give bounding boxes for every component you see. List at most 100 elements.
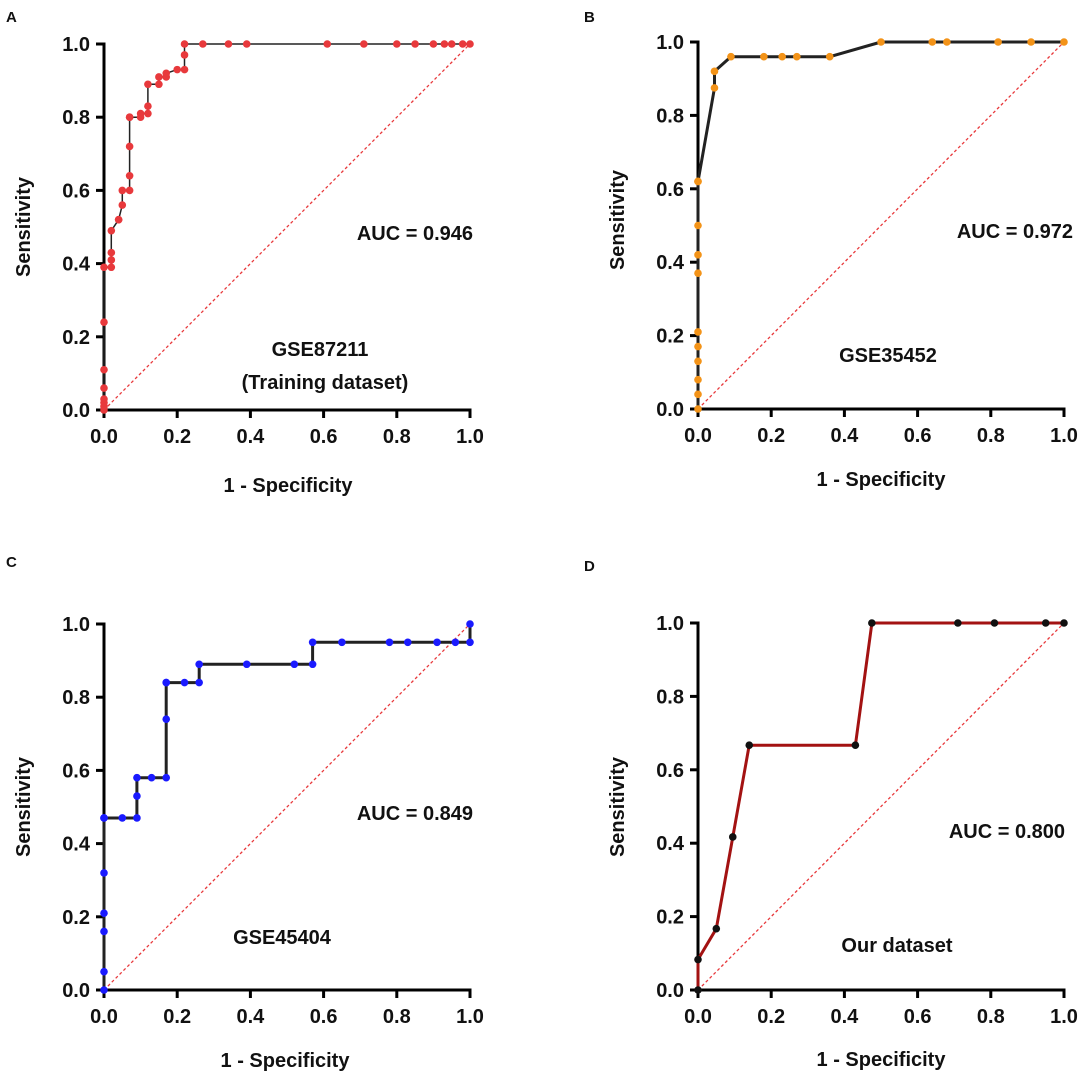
roc-point [694, 405, 702, 413]
y-tick-label: 0.6 [62, 180, 90, 202]
roc-point [694, 357, 702, 366]
roc-point [466, 40, 474, 48]
roc-point [100, 927, 108, 936]
y-tick-label: 0.4 [62, 834, 91, 856]
roc-point [118, 814, 127, 822]
roc-point [778, 52, 786, 61]
roc-point [100, 967, 108, 976]
y-tick-label: 0.2 [62, 327, 90, 349]
roc-point [760, 52, 768, 61]
roc-panel-d: D 0.0 0.2 0.4 0.6 0.8 1.0 0.0 0.2 0.4 0.6 0.8 1.0 1 -… [584, 558, 1078, 1071]
y-axis-title: Sensitivity [607, 169, 629, 270]
auc-label: AUC = 0.946 [357, 223, 473, 245]
auc-label: AUC = 0.800 [949, 821, 1065, 843]
roc-point [466, 620, 474, 628]
roc-point [100, 384, 108, 392]
y-axis-title: Sensitivity [13, 756, 35, 857]
roc-point [433, 638, 441, 647]
roc-point [224, 40, 233, 48]
y-tick-label: 0.0 [656, 980, 684, 1002]
roc-point [100, 814, 108, 822]
roc-point [144, 80, 152, 89]
y-tick-label: 0.6 [62, 760, 90, 782]
roc-point [162, 69, 171, 78]
roc-point [155, 73, 163, 81]
x-axis-title: 1 - Specificity [817, 469, 947, 491]
roc-point [440, 40, 449, 48]
y-tick-label: 0.4 [656, 252, 685, 274]
panel-letter: B [584, 9, 595, 26]
x-tick-label: 0.8 [383, 426, 411, 448]
roc-point [100, 986, 108, 994]
roc-point [451, 638, 460, 647]
y-tick-label: 1.0 [656, 32, 684, 54]
roc-point [100, 263, 108, 272]
x-tick-label: 0.2 [163, 426, 191, 448]
x-tick-label: 0.8 [977, 425, 1005, 447]
roc-point [710, 84, 719, 92]
x-tick-label: 1.0 [456, 426, 484, 448]
y-tick-label: 0.0 [656, 399, 684, 421]
roc-point [242, 40, 251, 48]
roc-point [928, 38, 937, 46]
roc-point [458, 40, 467, 48]
y-tick-label: 1.0 [62, 614, 90, 636]
roc-point [125, 171, 134, 180]
roc-point [1060, 619, 1068, 627]
roc-point [825, 52, 834, 61]
y-axis-title: Sensitivity [13, 176, 35, 277]
roc-panel-b: B 0.0 0.2 0.4 0.6 0.8 1.0 0.0 0.2 0.4 0.6 0.8 1.0 1 -… [584, 9, 1078, 491]
x-tick-label: 0.0 [684, 1006, 712, 1028]
x-tick-label: 0.0 [90, 1006, 118, 1028]
roc-point [994, 38, 1002, 46]
roc-point [125, 186, 134, 195]
roc-point [694, 269, 702, 278]
roc-point [125, 113, 134, 121]
dataset-label: Our dataset [841, 935, 952, 957]
roc-point [100, 318, 108, 326]
roc-point [694, 390, 702, 399]
dataset-label: GSE35452 [839, 345, 937, 367]
roc-point [694, 342, 702, 351]
x-axis-title: 1 - Specificity [221, 1050, 351, 1072]
y-tick-label: 0.8 [656, 686, 684, 708]
roc-point [694, 221, 702, 230]
x-tick-label: 0.4 [830, 1006, 859, 1028]
x-tick-label: 1.0 [1050, 425, 1078, 447]
x-tick-label: 0.2 [757, 1006, 785, 1028]
roc-point [403, 638, 412, 647]
roc-point [180, 65, 189, 74]
roc-point [162, 773, 171, 782]
y-tick-label: 0.8 [62, 687, 90, 709]
roc-point [447, 40, 456, 48]
dataset-label: (Training dataset) [242, 372, 409, 394]
reference-diagonal [103, 43, 471, 411]
roc-point [323, 40, 332, 48]
roc-point [710, 67, 719, 76]
x-tick-label: 0.4 [236, 426, 265, 448]
roc-point [107, 248, 116, 257]
roc-point [180, 51, 189, 59]
reference-diagonal [697, 622, 1065, 991]
roc-point [694, 328, 702, 336]
y-tick-label: 0.6 [656, 760, 684, 782]
roc-point [107, 256, 116, 264]
roc-point [133, 773, 141, 782]
y-tick-label: 0.8 [656, 105, 684, 127]
y-axis-title: Sensitivity [607, 756, 629, 857]
roc-point [125, 142, 134, 151]
roc-point [162, 715, 171, 723]
roc-point [868, 619, 876, 627]
auc-label: AUC = 0.849 [357, 803, 473, 825]
roc-point [745, 741, 754, 750]
auc-label: AUC = 0.972 [957, 221, 1073, 243]
roc-point [155, 80, 163, 89]
roc-point [990, 619, 999, 627]
y-tick-label: 1.0 [656, 613, 684, 635]
x-tick-label: 0.4 [830, 425, 859, 447]
panel-letter: D [584, 558, 595, 575]
roc-point [943, 38, 951, 46]
roc-point [728, 833, 737, 841]
y-tick-label: 0.8 [62, 107, 90, 129]
roc-point [100, 869, 108, 877]
